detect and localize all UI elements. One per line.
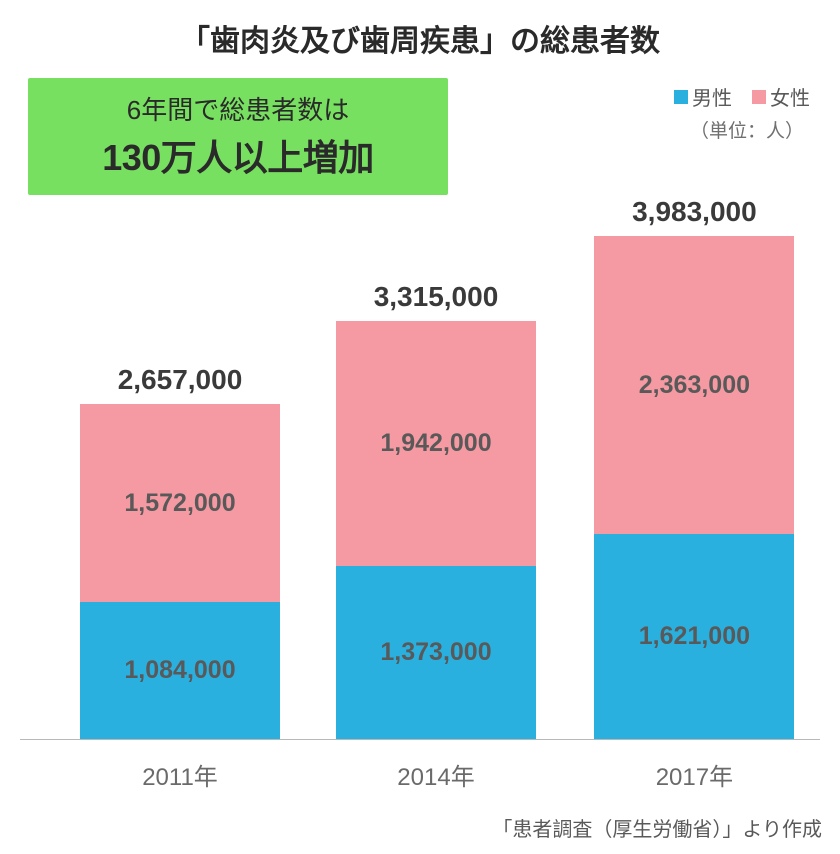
legend-item-female: 女性 [752, 82, 810, 111]
unit-label: （単位：人） [690, 116, 804, 143]
bar-total-label: 2,657,000 [80, 364, 280, 396]
segment-value-male: 1,084,000 [124, 656, 235, 685]
bar-segment-male: 1,621,000 [594, 534, 794, 739]
bar-segment-female: 1,942,000 [336, 321, 536, 566]
chart-title: 「歯肉炎及び歯周疾患」の総患者数 [18, 16, 822, 60]
legend: 男性 女性 [674, 82, 810, 111]
highlight-line1: 6年間で総患者数は [42, 90, 434, 127]
segment-value-female: 1,942,000 [380, 429, 491, 458]
highlight-line2: 130万人以上増加 [42, 129, 434, 181]
x-axis-label: 2011年 [80, 757, 280, 792]
bar-total-label: 3,983,000 [594, 196, 794, 228]
legend-swatch-male [674, 90, 688, 104]
x-axis-label: 2017年 [594, 757, 794, 792]
bar-group: 3,983,0002,363,0001,621,0002017年 [594, 236, 794, 739]
segment-value-male: 1,621,000 [639, 622, 750, 651]
bar-segment-female: 1,572,000 [80, 404, 280, 602]
segment-value-male: 1,373,000 [380, 638, 491, 667]
legend-item-male: 男性 [674, 82, 732, 111]
highlight-callout: 6年間で総患者数は 130万人以上増加 [28, 78, 448, 195]
bar-segment-female: 2,363,000 [594, 236, 794, 534]
chart-plot-area: 2,657,0001,572,0001,084,0002011年3,315,00… [20, 210, 820, 740]
bar-group: 3,315,0001,942,0001,373,0002014年 [336, 321, 536, 739]
legend-label-female: 女性 [770, 82, 810, 111]
bar-segment-male: 1,084,000 [80, 602, 280, 739]
bar-segment-male: 1,373,000 [336, 566, 536, 739]
segment-value-female: 2,363,000 [639, 371, 750, 400]
bar-group: 2,657,0001,572,0001,084,0002011年 [80, 404, 280, 739]
legend-label-male: 男性 [692, 82, 732, 111]
legend-swatch-female [752, 90, 766, 104]
segment-value-female: 1,572,000 [124, 489, 235, 518]
bar-total-label: 3,315,000 [336, 281, 536, 313]
source-note: 「患者調査（厚生労働省）」より作成 [492, 813, 822, 842]
x-axis-label: 2014年 [336, 757, 536, 792]
